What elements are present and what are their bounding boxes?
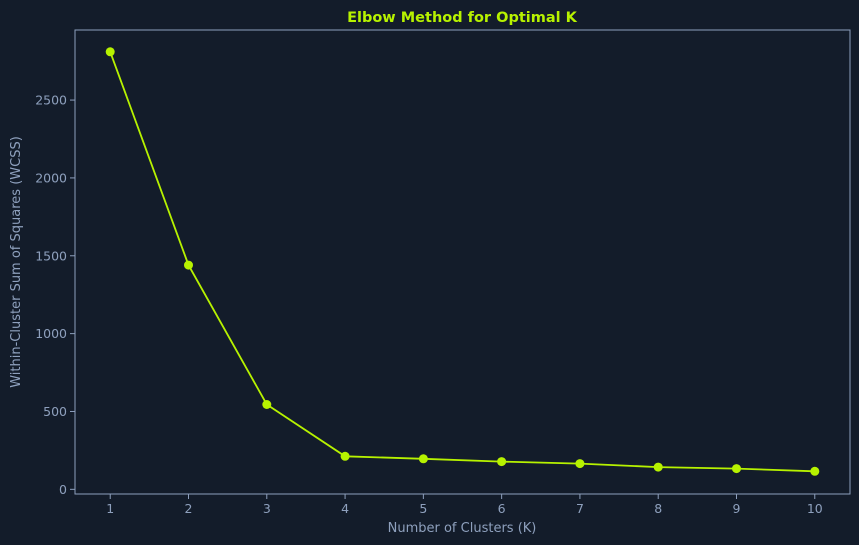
plot-frame [74,29,851,495]
chart-title: Elbow Method for Optimal K [347,10,578,26]
x-tick-label: 8 [654,501,662,516]
series-line [109,51,815,473]
data-point [810,466,820,476]
x-tick-label: 5 [419,501,427,516]
data-point [497,457,507,467]
data-point [732,464,741,474]
x-axis-label: Number of Clusters (K) [388,521,537,536]
data-point [340,451,350,461]
x-tick-label: 10 [807,501,823,516]
series-points [105,47,820,476]
y-tick-label: 1000 [35,326,67,341]
x-axis: 1 2 3 4 5 6 7 8 9 10 [106,494,823,516]
y-tick-label: 500 [43,404,67,419]
y-tick-label: 1500 [35,248,67,263]
data-point [184,260,193,270]
x-tick-label: 3 [263,501,271,516]
x-tick-label: 4 [341,501,349,516]
y-axis-label: Within-Cluster Sum of Squares (WCSS) [9,136,24,388]
data-point [575,459,585,469]
data-point [105,47,115,57]
x-tick-label: 1 [106,501,114,516]
x-tick-label: 2 [185,501,193,516]
y-axis: 0 500 1000 1500 2000 2500 [35,93,75,497]
x-tick-label: 6 [498,501,506,516]
y-tick-label: 2500 [35,93,67,108]
x-tick-label: 9 [733,501,741,516]
x-tick-label: 7 [576,501,584,516]
y-tick-label: 0 [59,482,67,497]
data-point [418,454,428,464]
data-point [262,400,272,409]
y-tick-label: 2000 [35,170,67,185]
data-point [653,462,663,472]
